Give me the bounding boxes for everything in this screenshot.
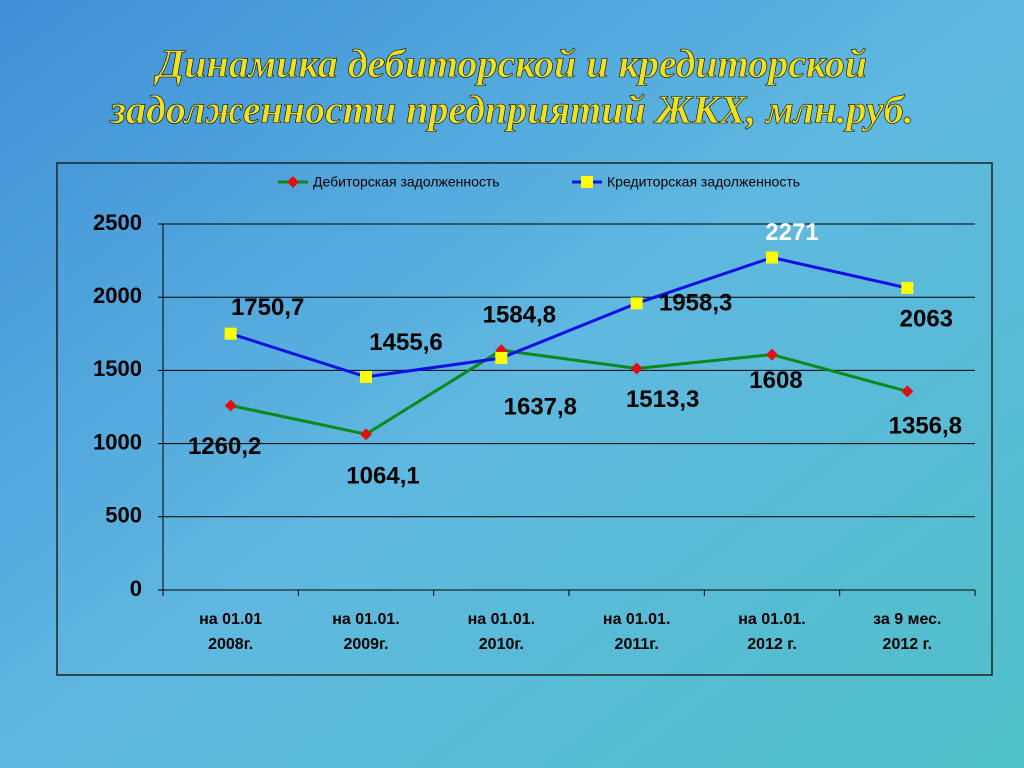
marker <box>495 351 508 364</box>
data-label: 1260,2 <box>188 433 261 460</box>
data-label: 1958,3 <box>659 290 732 317</box>
x-tick-label: на 01.01. <box>332 611 400 628</box>
x-tick-label: 2008г. <box>208 636 253 653</box>
marker <box>224 399 237 412</box>
x-tick-label: за 9 мес. <box>873 611 941 628</box>
data-label: 1750,7 <box>231 294 304 321</box>
x-tick-label: 2011г. <box>615 636 659 653</box>
x-tick-label: 2012 г. <box>747 636 797 653</box>
marker <box>901 385 914 398</box>
y-tick-label: 2000 <box>93 283 142 308</box>
marker <box>360 428 372 441</box>
data-label: 1064,1 <box>346 463 419 490</box>
data-label: 2271 <box>765 219 818 246</box>
data-label: 2063 <box>900 305 953 332</box>
marker <box>766 348 778 361</box>
x-tick-label: на 01.01. <box>738 611 806 628</box>
data-label: 1637,8 <box>504 394 577 421</box>
marker <box>766 251 778 264</box>
marker <box>224 327 237 340</box>
marker <box>581 176 593 188</box>
series-line <box>230 255 908 379</box>
x-tick-label: на 01.01. <box>468 611 536 628</box>
marker <box>360 370 372 383</box>
x-tick-label: 2009г. <box>343 636 388 653</box>
x-tick-label: 2012 г. <box>883 636 933 653</box>
marker <box>630 362 643 375</box>
x-tick-label: на 01.01. <box>603 611 671 628</box>
y-tick-label: 500 <box>105 503 142 528</box>
series-line <box>230 348 908 436</box>
chart-frame <box>56 162 993 676</box>
data-label: 1584,8 <box>483 301 556 328</box>
legend-label: Дебиторская задолженность <box>313 174 500 190</box>
y-tick-label: 1000 <box>93 429 142 454</box>
marker <box>901 281 914 294</box>
data-label: 1608 <box>749 367 802 394</box>
y-tick-label: 0 <box>130 576 142 601</box>
y-tick-label: 1500 <box>93 356 142 381</box>
x-tick-label: 2010г. <box>479 636 524 653</box>
y-tick-label: 2500 <box>93 210 142 235</box>
title-line: Динамика дебиторской и кредиторской <box>153 41 867 86</box>
marker <box>630 297 643 310</box>
data-label: 1455,6 <box>369 329 442 356</box>
marker <box>287 176 299 188</box>
data-label: 1513,3 <box>626 386 699 413</box>
data-label: 1356,8 <box>889 413 962 440</box>
title-line: задолженности предприятий ЖКХ, млн.руб. <box>109 87 913 132</box>
legend-label: Кредиторская задолженность <box>607 174 800 190</box>
x-tick-label: на 01.01 <box>199 611 262 628</box>
